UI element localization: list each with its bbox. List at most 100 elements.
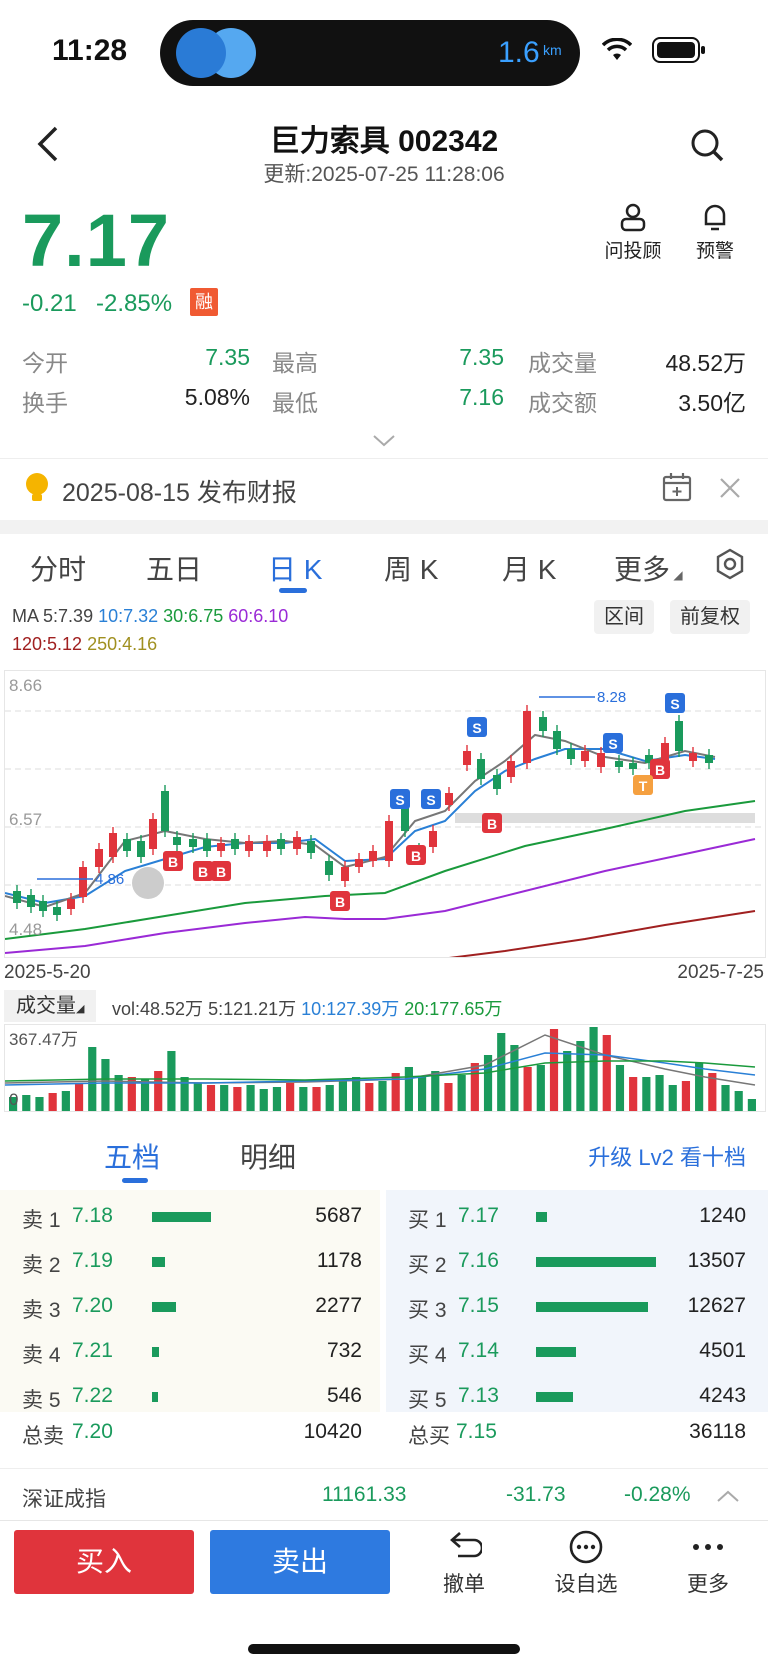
- active-tab-indicator: [122, 1178, 148, 1183]
- undo-icon: [450, 1532, 482, 1558]
- sell-button[interactable]: 卖出: [210, 1530, 390, 1594]
- candle-body: [263, 841, 271, 851]
- more-button[interactable]: 更多: [668, 1530, 748, 1598]
- sell-row[interactable]: 卖 3 7.20 2277: [0, 1284, 768, 1329]
- buy-row[interactable]: 买 5 7.13 4243: [0, 1374, 768, 1419]
- distance-value: 1.6: [498, 36, 540, 69]
- volume-bar: [22, 1095, 31, 1111]
- candle-body: [661, 743, 669, 767]
- level-volume: 12627: [687, 1294, 746, 1317]
- advisor-label: 问投顾: [604, 241, 662, 262]
- candle-body: [173, 837, 181, 845]
- ma-legend: MA 5:7.39 10:7.32 30:6.75 60:6.10: [12, 606, 288, 627]
- advisor-button[interactable]: 问投顾: [598, 202, 668, 263]
- volume-bar: [457, 1075, 466, 1111]
- ma30: 30:6.75: [163, 606, 224, 626]
- volume-bar: [747, 1099, 756, 1111]
- volume-bar: [483, 1055, 493, 1111]
- volume-bar: [154, 1071, 163, 1111]
- earnings-notice[interactable]: [0, 458, 768, 520]
- ma250: 250:4.16: [87, 634, 158, 654]
- level-price: 7.19: [72, 1249, 113, 1272]
- ma120: 120:5.12: [12, 634, 83, 654]
- tab-daily-k[interactable]: 日 K: [268, 554, 323, 585]
- level-volume-bar: [152, 1302, 176, 1312]
- range-button[interactable]: 区间: [594, 600, 654, 634]
- adjust-button[interactable]: 前复权: [670, 600, 750, 634]
- candle-body: [123, 839, 131, 851]
- amount-label: 成交额: [528, 390, 597, 416]
- date-end: 2025-7-25: [677, 962, 764, 983]
- tab-weekly-k[interactable]: 周 K: [384, 554, 439, 585]
- margin-badge: 融: [190, 288, 218, 316]
- volume-bar: [286, 1083, 295, 1111]
- sell-row[interactable]: 卖 4 7.21 732: [0, 1329, 768, 1374]
- buy-row[interactable]: 买 1 7.17 1240: [0, 1194, 768, 1239]
- chevron-up-icon[interactable]: [716, 1489, 740, 1503]
- buy-marker: [406, 845, 426, 865]
- buy-marker: [193, 861, 213, 881]
- lightbulb-icon: [26, 473, 48, 501]
- sell-row[interactable]: 卖 5 7.22 546: [0, 1374, 768, 1419]
- calendar-icon[interactable]: [662, 472, 692, 502]
- tab-intraday[interactable]: 分时: [30, 554, 87, 585]
- level-label: 卖 5: [22, 1389, 61, 1412]
- candle-body: [477, 759, 485, 779]
- volume-bar: [352, 1077, 361, 1111]
- tab-level5[interactable]: 五档: [104, 1142, 161, 1173]
- buy-row[interactable]: 买 3 7.15 12627: [0, 1284, 768, 1329]
- candle-body: [341, 867, 349, 881]
- sell-row[interactable]: 卖 2 7.19 1178: [0, 1239, 768, 1284]
- tab-details[interactable]: 明细: [240, 1142, 297, 1173]
- add-watchlist-button[interactable]: 设自选: [546, 1530, 626, 1598]
- candle-body: [645, 755, 653, 763]
- buy-panel: [386, 1190, 768, 1412]
- buy-marker: [163, 851, 183, 871]
- volume-bar: [602, 1035, 611, 1111]
- level-volume-bar: [536, 1257, 656, 1267]
- svg-text:S: S: [426, 792, 435, 808]
- notice-text: 2025-08-15 发布财报: [62, 479, 297, 507]
- close-icon[interactable]: [718, 476, 742, 500]
- candle-body: [507, 761, 515, 777]
- volume-chart[interactable]: 367.47万 0: [4, 1024, 766, 1112]
- ma10: 10:7.32: [98, 606, 159, 626]
- buy-button[interactable]: 买入: [14, 1530, 194, 1594]
- advisor-icon: [620, 203, 646, 232]
- tab-five-day[interactable]: 五日: [146, 554, 203, 585]
- volume-bar: [259, 1089, 268, 1111]
- cancel-order-button[interactable]: 撤单: [424, 1530, 504, 1598]
- ma5: 5:7.39: [43, 606, 94, 626]
- more-dots-icon: [693, 1544, 723, 1550]
- level-volume-bar: [536, 1212, 547, 1222]
- buy-row[interactable]: 买 4 7.14 4501: [0, 1329, 768, 1374]
- back-button[interactable]: [36, 124, 60, 174]
- volume-bar: [48, 1093, 57, 1111]
- signal-markers: B B B B B B B S S S S S T: [163, 693, 685, 911]
- sell-row[interactable]: 卖 1 7.18 5687: [0, 1194, 768, 1239]
- index-ticker[interactable]: 深证成指 11161.33 -31.73 -0.28%: [0, 1468, 768, 1518]
- indicator-select[interactable]: 成交量◢: [4, 990, 97, 1022]
- max-price-label: 8.28: [597, 689, 626, 706]
- level-volume: 4501: [699, 1339, 746, 1362]
- upgrade-lv2-link[interactable]: 升级 Lv2 看十档: [588, 1145, 746, 1170]
- triangle-icon: ◢: [76, 1003, 85, 1015]
- volume-bar: [523, 1067, 532, 1111]
- tab-more[interactable]: 更多 ◢: [614, 548, 683, 588]
- kline-chart[interactable]: B B B B B B B S S S S S T 8.28 4.86 8.66…: [4, 670, 766, 962]
- settings-icon[interactable]: [714, 548, 746, 580]
- candle-body: [27, 895, 35, 907]
- chevron-down-icon[interactable]: [372, 434, 396, 448]
- search-icon[interactable]: [690, 128, 724, 162]
- candle-body: [429, 831, 437, 847]
- hide-icon[interactable]: [132, 867, 164, 899]
- level-volume: 13507: [687, 1249, 746, 1272]
- alert-button[interactable]: 预警: [680, 202, 750, 263]
- tab-monthly-k[interactable]: 月 K: [502, 554, 557, 585]
- candle-body: [355, 859, 363, 867]
- level-volume-bar: [152, 1212, 211, 1222]
- level-label: 买 2: [408, 1254, 447, 1277]
- avatar: [176, 28, 226, 78]
- buy-row[interactable]: 买 2 7.16 13507: [0, 1239, 768, 1284]
- level-volume-bar: [152, 1392, 158, 1402]
